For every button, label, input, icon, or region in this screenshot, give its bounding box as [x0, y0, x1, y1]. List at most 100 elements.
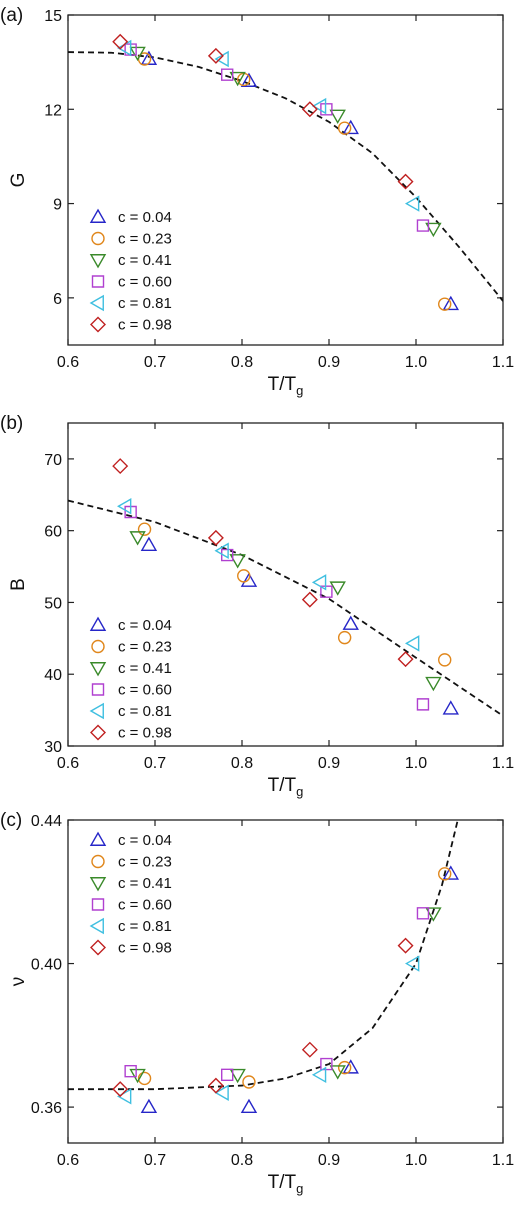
legend-label: c = 0.23 — [118, 854, 172, 871]
legend-label: c = 0.41 — [118, 252, 172, 269]
panel-label: (b) — [0, 413, 23, 434]
x-tick-label: 0.7 — [144, 1152, 166, 1169]
data-point — [237, 72, 251, 87]
legend-marker — [91, 275, 105, 288]
data-point — [140, 1098, 158, 1114]
data-point — [311, 574, 327, 591]
legend-label: c = 0.81 — [118, 703, 172, 720]
x-tick-label: 0.6 — [57, 755, 79, 772]
panel: (c) 0.6 0.7 0.8 0.9 1.0 1.1 0.36 0.40 0.44 T/Tg ν c … — [0, 810, 514, 1196]
data-point — [404, 195, 420, 212]
x-tick-label: 0.9 — [318, 1152, 340, 1169]
data-point — [397, 651, 414, 668]
x-axis-label: T/Tg — [268, 775, 304, 799]
panel-label: (a) — [0, 5, 23, 26]
data-point — [214, 542, 229, 559]
data-point — [438, 297, 452, 311]
data-point — [229, 1068, 246, 1084]
legend-label: c = 0.81 — [118, 295, 172, 312]
legend-label: c = 0.04 — [118, 209, 172, 226]
legend-label: c = 0.98 — [118, 940, 172, 957]
fit-line — [68, 820, 459, 1091]
data-point — [329, 1065, 346, 1080]
legend-label: c = 0.98 — [118, 725, 172, 742]
legend-marker — [89, 662, 107, 677]
data-point — [438, 867, 452, 881]
plot-frame — [67, 819, 504, 1144]
legend-marker — [89, 254, 107, 269]
data-point — [442, 865, 460, 880]
data-point — [112, 33, 129, 50]
data-point — [397, 173, 414, 190]
data-point — [329, 109, 346, 124]
data-point — [438, 653, 452, 667]
data-point — [442, 295, 460, 311]
data-point — [117, 498, 132, 515]
legend-label: c = 0.04 — [118, 832, 172, 849]
x-axis-label: T/Tg — [268, 1172, 304, 1196]
panel-label: (c) — [0, 810, 22, 831]
data-point — [301, 101, 318, 118]
legend-label: c = 0.04 — [118, 617, 172, 634]
legend-label: c = 0.98 — [118, 317, 172, 334]
y-tick-label: 40 — [44, 667, 62, 684]
y-tick-label: 30 — [44, 739, 62, 756]
x-tick-label: 1.1 — [492, 354, 514, 371]
legend-marker — [91, 231, 105, 246]
data-point — [140, 536, 158, 551]
data-point — [207, 1077, 224, 1094]
x-tick-label: 0.8 — [231, 1152, 253, 1169]
x-tick-label: 1.0 — [405, 354, 427, 371]
data-point — [342, 119, 359, 135]
legend-marker — [89, 616, 107, 631]
legend-label: c = 0.41 — [118, 875, 172, 892]
data-point — [320, 103, 333, 116]
data-point — [240, 72, 258, 87]
y-tick-label: 6 — [53, 291, 62, 308]
data-point — [240, 572, 258, 587]
data-point — [129, 531, 146, 546]
legend-label: c = 0.60 — [118, 682, 172, 699]
data-point — [129, 46, 146, 62]
data-point — [229, 554, 246, 569]
x-tick-label: 1.0 — [405, 1152, 427, 1169]
data-point — [320, 585, 333, 598]
y-axis-label: B — [8, 578, 29, 591]
data-point — [207, 529, 224, 546]
legend-marker — [91, 683, 105, 696]
legend-label: c = 0.60 — [118, 897, 172, 914]
x-tick-label: 1.0 — [405, 755, 427, 772]
legend-marker — [90, 939, 106, 956]
data-point — [425, 222, 442, 238]
data-point — [320, 1057, 333, 1071]
x-tick-label: 1.1 — [492, 755, 514, 772]
legend-marker — [89, 208, 107, 223]
x-tick-label: 1.1 — [492, 1152, 514, 1169]
data-point — [425, 676, 442, 692]
legend-label: c = 0.81 — [118, 918, 172, 935]
data-point — [416, 698, 430, 711]
y-tick-label: 60 — [44, 524, 62, 541]
data-point — [137, 1071, 152, 1086]
data-point — [337, 630, 352, 645]
data-point — [124, 1065, 137, 1078]
legend-label: c = 0.23 — [118, 231, 172, 248]
panel: (b) 0.6 0.7 0.8 0.9 1.0 1.1 30 40 50 60 70 T/Tg Bc = … — [0, 413, 514, 799]
data-point — [425, 907, 442, 922]
y-tick-label: 70 — [44, 452, 62, 469]
x-tick-label: 0.6 — [57, 354, 79, 371]
data-point — [137, 522, 152, 536]
legend-marker — [89, 294, 104, 312]
x-axis-label-sub: g — [296, 784, 303, 799]
legend-marker — [90, 724, 106, 741]
x-axis-label-main: T/T — [268, 775, 297, 796]
data-point — [229, 71, 246, 87]
x-axis-label-main: T/T — [268, 1172, 297, 1193]
legend-marker — [89, 702, 104, 720]
data-point — [311, 1066, 327, 1084]
data-point — [237, 569, 251, 583]
x-tick-label: 0.6 — [57, 1152, 79, 1169]
legend-label: c = 0.60 — [118, 274, 172, 291]
legend-marker — [90, 316, 106, 333]
